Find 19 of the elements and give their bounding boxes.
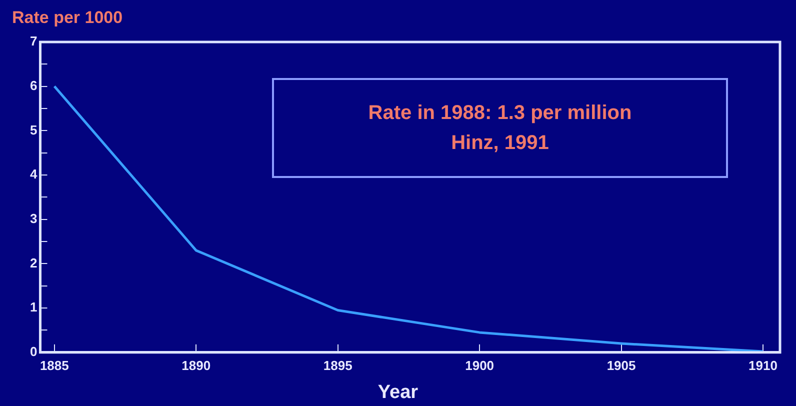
x-tick-label: 1900	[465, 358, 494, 373]
y-tick-label: 3	[30, 210, 38, 226]
x-axis-title: Year	[376, 382, 420, 404]
x-tick-label: 1910	[748, 358, 778, 373]
x-tick-label: 1895	[323, 358, 352, 373]
y-tick-label: 6	[30, 78, 38, 93]
y-tick-label: 7	[30, 34, 38, 49]
y-tick-label: 2	[30, 255, 38, 270]
x-tick-label: 1885	[40, 358, 69, 373]
y-tick-label: 1	[30, 300, 38, 315]
note-box: Rate in 1988: 1.3 per million Hinz, 1991	[272, 78, 728, 178]
x-tick-label: 1905	[606, 358, 636, 373]
x-tick-label: 1890	[182, 358, 211, 373]
y-tick-label: 5	[30, 122, 38, 138]
annotation: Hinz, 1991	[451, 131, 549, 156]
annotation: Rate in 1988: 1.3 per million	[368, 101, 632, 126]
y-axis-title: Rate per 1000	[12, 8, 123, 28]
y-tick-label: 4	[30, 166, 38, 182]
y-tick-label: 0	[30, 344, 38, 359]
